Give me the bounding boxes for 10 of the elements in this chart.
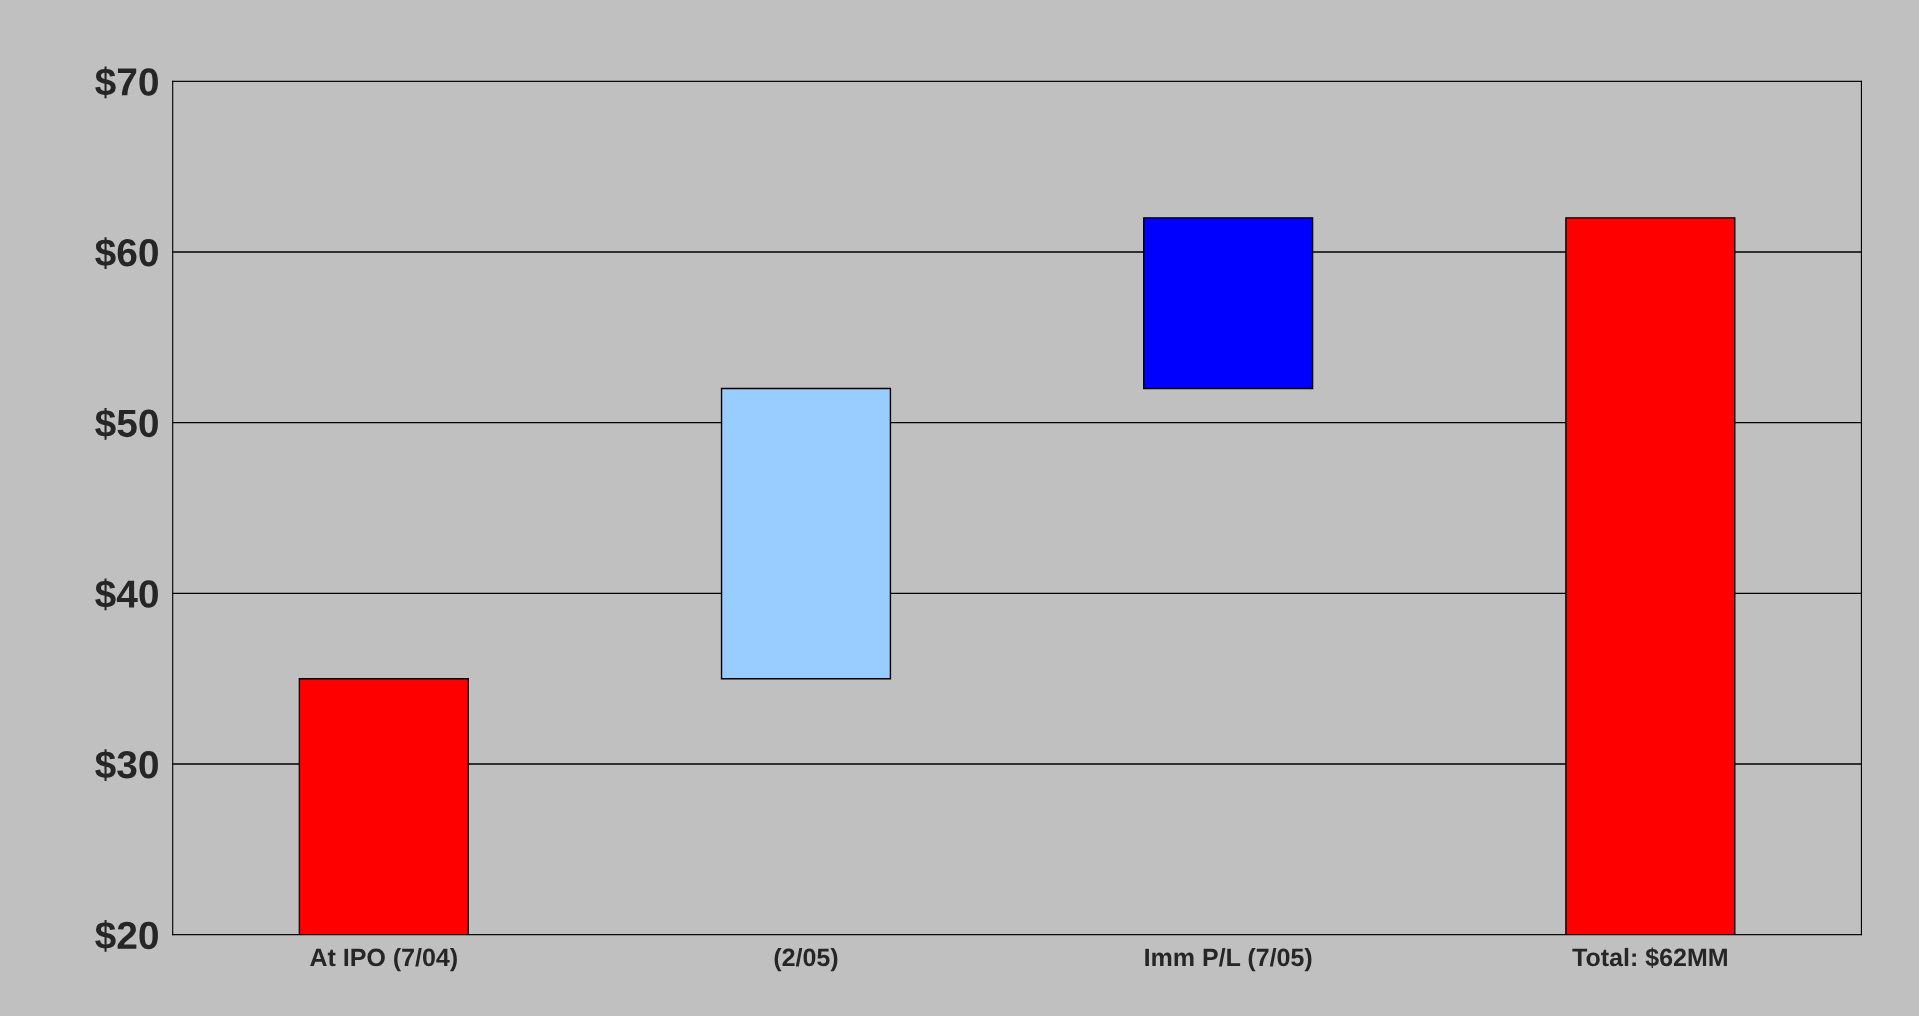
x-tick-label: Imm P/L (7/05)	[1145, 947, 1312, 972]
y-tick-label: $60	[95, 237, 158, 269]
x-tick-label: At IPO (7/04)	[310, 947, 457, 972]
y-tick-label: $40	[95, 578, 158, 611]
x-tick-label: (2/05)	[774, 947, 838, 972]
y-tick-label: $70	[95, 66, 158, 99]
x-tick-label: Total: $62MM	[1572, 947, 1727, 968]
y-tick-label: $30	[95, 749, 158, 782]
y-tick-label: $20	[95, 919, 158, 952]
y-tick-label: $50	[95, 407, 158, 440]
